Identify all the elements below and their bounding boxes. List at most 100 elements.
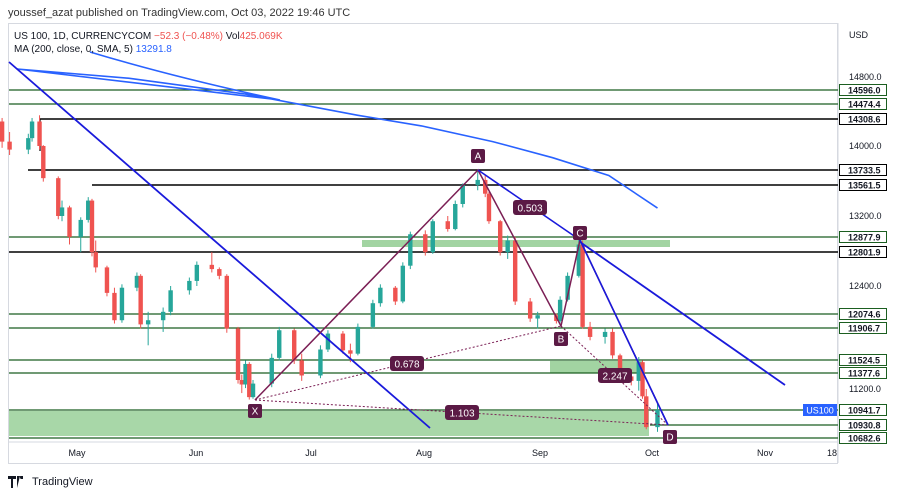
candle-body [486,193,492,222]
level-price-label: 10941.7 [848,406,881,416]
pattern-point-badge [248,404,262,418]
level-price-label: 14474.4 [848,100,881,110]
candles-layer [0,115,660,432]
candle-body [138,275,143,325]
candle-body [269,357,274,384]
level-price-label: 14308.6 [848,115,881,125]
candle-body [78,219,83,237]
ma200-line [17,51,658,209]
candle-body [617,355,623,377]
candle-body [243,363,248,385]
candle-body [134,275,140,288]
candle-body [89,200,95,253]
footer[interactable]: TradingView [8,476,93,488]
y-tick-label: 14000.0 [849,141,882,151]
candle-body [655,410,660,428]
x-tick-label: 18 [827,448,837,458]
level-price-box-inner [840,247,886,257]
candle-body [318,349,323,376]
candle-body [59,207,65,216]
pattern-point-badge [554,332,568,346]
candle-body [235,328,241,380]
candle-body [610,331,615,356]
candle-body [247,363,252,398]
legend-ma-row: MA (200, close, 0, SMA, 5) 13291.8 [14,44,172,55]
candle-body [535,315,540,319]
candle-body [453,203,458,230]
candle-body [445,221,450,230]
candle-body [292,330,297,361]
candle-body [587,326,593,337]
level-price-label: 14596.0 [848,86,881,96]
pattern-point-badge [573,226,587,240]
x-tick-label: May [68,448,86,458]
ratio-label: 1.103 [449,409,474,420]
level-price-label: 11906.7 [848,324,880,334]
level-price-box-inner [840,99,886,109]
candle-body [505,240,510,253]
candle-body [527,301,533,319]
level-price-label: 12877.9 [848,233,881,243]
candle-body [576,244,582,276]
candle-body [119,287,125,321]
ratio-line-cd [579,239,669,426]
trendline-descending-1 [8,61,431,429]
level-price-label: 12801.9 [848,248,881,258]
x-tick-label: Oct [645,448,660,458]
candle-body [160,311,166,321]
candle-body [640,362,645,397]
candle-body [460,185,465,204]
level-price-box-inner [840,405,886,415]
level-price-label: 12074.6 [848,310,881,320]
level-price-box-inner [840,323,886,333]
brand-name: TradingView [32,476,93,488]
candle-body [37,121,42,146]
candle-body [636,362,641,381]
publisher-line: youssef_azat published on TradingView.co… [8,7,351,19]
level-price-box-inner [840,114,886,124]
trendline-descending-2 [579,241,786,386]
pattern-point-label: A [475,152,482,163]
pattern-point-badge [663,430,677,444]
level-price-box-inner [840,180,886,190]
candle-body [145,320,151,325]
candle-body [325,333,331,350]
legend-symbol-row: US 100, 1D, CURRENCYCOM −52.3 (−0.48%) V… [14,31,283,42]
candle-body [423,234,428,253]
x-tick-label: Aug [416,448,432,458]
level-price-label: 10930.8 [848,421,881,431]
price-axis: USD 14800.0 14000.0 13200.0 12400.0 11200.0 14… [803,30,887,444]
candle-body [67,207,72,237]
level-price-box-inner [840,355,886,365]
candle-body [224,275,230,329]
candle-body [41,146,46,179]
candle-body [408,234,413,266]
pattern-point-badge [471,149,485,163]
ratio-label: 0.678 [394,360,419,371]
currency-label: USD [849,30,869,40]
candle-body [400,265,406,302]
x-tick-label: Sep [532,448,548,458]
ratio-badge [445,405,479,420]
candle-body [86,200,91,220]
level-price-box-inner [840,309,886,319]
candle-body [93,252,98,268]
candle-body [299,360,304,376]
ratio-label: 0.503 [517,204,542,215]
y-tick-label: 11200.0 [849,384,881,394]
candle-body [209,264,215,270]
x-tick-label: Jun [189,448,204,458]
level-price-label: 10682.6 [848,434,881,444]
ma-layer [17,51,658,209]
ratio-badge [598,368,632,383]
candle-body [340,333,346,351]
symbol-name: US 100, 1D, CURRENCYCOM [14,31,152,42]
candle-body [475,179,480,186]
level-price-label: 11524.5 [848,356,880,366]
candle-body [565,275,570,300]
price-change: −52.3 (−0.48%) [154,31,223,42]
candle-body [497,221,503,253]
level-price-label: 13733.5 [848,166,881,176]
candle-body [277,330,282,358]
